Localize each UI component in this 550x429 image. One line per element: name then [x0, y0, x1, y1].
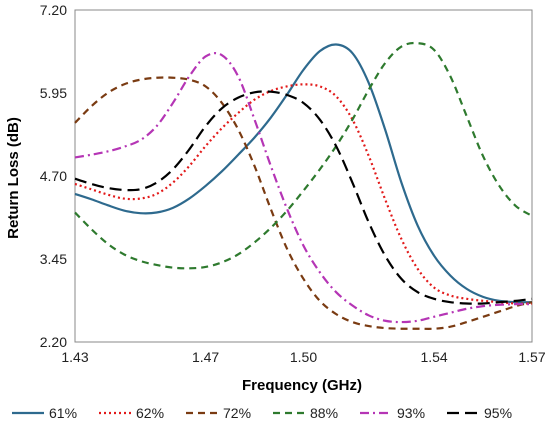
legend-label-1: 61%	[49, 405, 77, 421]
series-line-1	[74, 43, 533, 304]
legend-label-4: 88%	[310, 405, 338, 421]
series-line-5	[74, 52, 533, 324]
y-tick-label: 7.20	[40, 2, 67, 18]
series-line-3	[74, 76, 533, 330]
legend-label-2: 62%	[136, 405, 164, 421]
y-tick-label: 5.95	[40, 85, 67, 101]
x-tick-label: 1.47	[192, 349, 219, 365]
legend-label-5: 93%	[397, 405, 425, 421]
legend-label-6: 95%	[484, 405, 512, 421]
x-axis-ticks: 1.43 1.47 1.50 1.54 1.57	[61, 349, 545, 365]
y-tick-label: 4.70	[40, 168, 67, 184]
x-axis-title: Frequency (GHz)	[242, 377, 362, 394]
plot-area	[74, 9, 533, 343]
y-axis-title: Return Loss (dB)	[5, 117, 22, 239]
legend: 61% 62% 72% 88% 93% 95%	[12, 405, 512, 421]
plot-frame	[74, 9, 533, 343]
x-tick-label: 1.50	[290, 349, 317, 365]
series-line-6	[74, 90, 533, 305]
y-tick-label: 3.45	[40, 251, 67, 267]
series-line-4	[74, 41, 533, 270]
x-tick-label: 1.43	[61, 349, 88, 365]
legend-label-3: 72%	[223, 405, 251, 421]
y-axis-ticks: 2.20 3.45 4.70 5.95 7.20	[40, 2, 67, 350]
x-tick-label: 1.57	[518, 349, 545, 365]
y-tick-label: 2.20	[40, 334, 67, 350]
x-tick-label: 1.54	[420, 349, 447, 365]
